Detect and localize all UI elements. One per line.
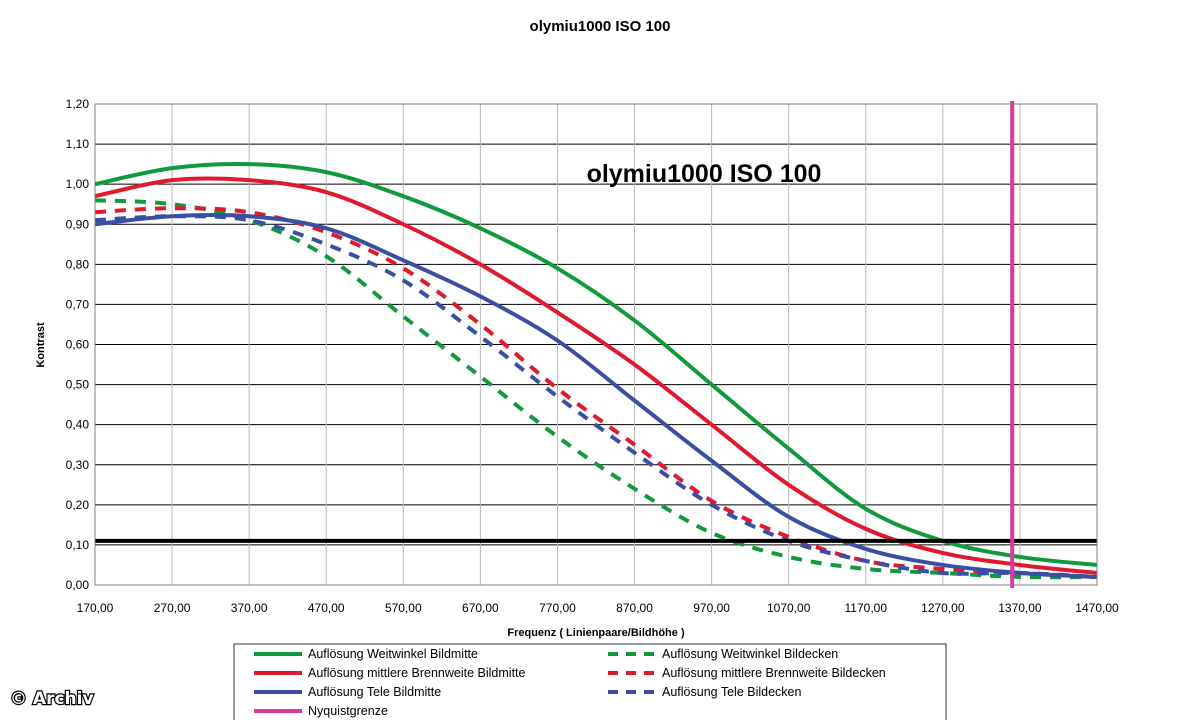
x-tick-label: 270,00 xyxy=(154,601,191,615)
y-tick-label: 0,20 xyxy=(66,498,90,512)
x-tick-label: 1270,00 xyxy=(921,601,965,615)
series-line xyxy=(94,198,1098,580)
x-tick-labels: 170,00 270,00 370,00 470,00 570,00 670,00 770,… xyxy=(77,601,1119,615)
x-axis-label: Frequenz ( Linienpaare/Bildhöhe ) xyxy=(507,627,685,639)
y-tick-label: 1,20 xyxy=(66,97,90,111)
reference-lines xyxy=(95,101,1097,588)
x-tick-label: 1370,00 xyxy=(998,601,1042,615)
y-tick-label: 0,40 xyxy=(66,418,90,432)
y-tick-label: 0,80 xyxy=(66,257,90,271)
x-tick-label: 970,00 xyxy=(693,601,730,615)
x-tick-label: 770,00 xyxy=(539,601,576,615)
legend-entry: Auflösung Weitwinkel Bildecken xyxy=(662,647,838,661)
chart-title: olymiu1000 ISO 100 xyxy=(530,18,671,35)
legend-entry: Auflösung Tele Bildmitte xyxy=(308,685,441,699)
legend-entry: Auflösung Tele Bildecken xyxy=(662,685,801,699)
y-tick-label: 0,90 xyxy=(66,217,90,231)
y-tick-label: 1,00 xyxy=(66,177,90,191)
legend-entry: Auflösung mittlere Brennweite Bildmitte xyxy=(308,666,526,680)
series-line xyxy=(94,214,1098,579)
x-tick-label: 670,00 xyxy=(462,601,499,615)
x-tick-label: 170,00 xyxy=(77,601,114,615)
y-tick-label: 0,50 xyxy=(66,378,90,392)
legend: Auflösung Weitwinkel Bildmitte Auflösung … xyxy=(254,647,886,718)
series-line xyxy=(94,161,1098,567)
y-tick-label: 0,70 xyxy=(66,297,90,311)
x-tick-label: 570,00 xyxy=(385,601,422,615)
y-tick-label: 0,00 xyxy=(66,578,90,592)
x-tick-label: 370,00 xyxy=(231,601,268,615)
y-tick-label: 0,10 xyxy=(66,538,90,552)
x-tick-label: 1170,00 xyxy=(845,601,888,615)
x-tick-label: 870,00 xyxy=(616,601,653,615)
y-tick-label: 0,60 xyxy=(66,338,90,352)
legend-entry: Auflösung Weitwinkel Bildmitte xyxy=(308,647,478,661)
series-line xyxy=(94,206,1098,579)
series-lines xyxy=(94,161,1098,580)
series-line xyxy=(94,212,1098,579)
legend-entry: Auflösung mittlere Brennweite Bildecken xyxy=(662,666,886,680)
x-tick-label: 470,00 xyxy=(308,601,345,615)
y-axis-label: Kontrast xyxy=(35,322,47,368)
x-tick-label: 1070,00 xyxy=(767,601,811,615)
y-tick-labels: 0,00 0,10 0,20 0,30 0,40 0,50 0,60 0,70 0,80 0,90… xyxy=(66,97,90,592)
plot-frame xyxy=(94,103,1098,586)
y-tick-label: 1,10 xyxy=(66,137,90,151)
y-tick-label: 0,30 xyxy=(66,458,90,472)
legend-box xyxy=(233,643,947,720)
legend-entry: Nyquistgrenze xyxy=(308,704,388,718)
inner-chart-title: olymiu1000 ISO 100 xyxy=(587,160,822,188)
watermark: © Archiv xyxy=(10,689,94,709)
x-tick-label: 1470,00 xyxy=(1075,601,1119,615)
series-line xyxy=(94,176,1098,575)
